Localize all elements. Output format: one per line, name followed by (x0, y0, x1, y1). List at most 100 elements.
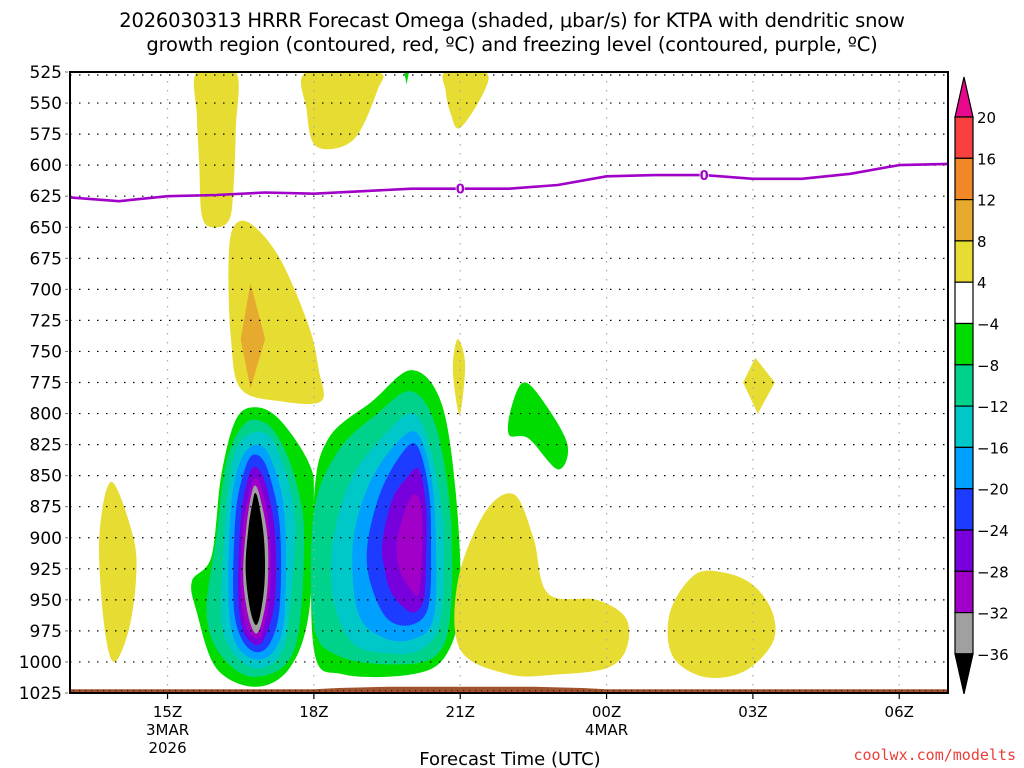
terrain-dot (427, 690, 429, 692)
credit-link[interactable]: coolwx.com/modelts (853, 746, 1016, 764)
x-tick-date: 4MAR (585, 721, 628, 739)
terrain-dot (763, 690, 765, 692)
terrain-dot (823, 690, 825, 692)
terrain-dot (709, 690, 711, 692)
terrain-dot (517, 690, 519, 692)
terrain-dot (79, 690, 81, 692)
terrain-dot (85, 690, 87, 692)
terrain-dot (787, 690, 789, 692)
terrain-dot (199, 690, 201, 692)
omega-up-2 (404, 72, 409, 85)
terrain-dot (229, 690, 231, 692)
terrain-dot (757, 690, 759, 692)
y-tick-label: 750 (30, 342, 62, 362)
terrain-dot (811, 690, 813, 692)
terrain-dot (871, 690, 873, 692)
y-tick-label: 900 (30, 529, 62, 549)
terrain-dot (445, 690, 447, 692)
colorbar-bin (954, 240, 974, 283)
y-tick-label: 600 (30, 156, 62, 176)
colorbar-tick-label: −20 (977, 481, 1009, 499)
terrain-dot (409, 690, 411, 692)
terrain-dot (247, 690, 249, 692)
terrain-dot (325, 690, 327, 692)
terrain-dot (775, 690, 777, 692)
colorbar-extend-top (954, 76, 974, 118)
terrain-dot (799, 690, 801, 692)
colorbar-tick-label: 20 (977, 109, 996, 127)
terrain-dot (421, 690, 423, 692)
terrain-dot (913, 690, 915, 692)
terrain-dot (703, 690, 705, 692)
terrain-dot (835, 690, 837, 692)
freezing-level-line (70, 162, 948, 203)
omega-down-8 (743, 357, 775, 414)
terrain-dot (181, 690, 183, 692)
plot-frame (69, 71, 949, 694)
y-tick-label: 975 (30, 622, 62, 642)
colorbar-legend: 20 16 12 8 4 −4 −8 −12 −16 −20 −24 −28 −32 −36 (954, 76, 1009, 695)
omega-down-7 (454, 493, 630, 677)
x-tick-label: 06Z (885, 703, 914, 721)
terrain-dot (319, 690, 321, 692)
x-tick-date: 3MAR (146, 721, 189, 739)
terrain-dot (889, 690, 891, 692)
terrain-dot (661, 690, 663, 692)
colorbar-bin (954, 281, 974, 325)
omega-up-1 (507, 382, 569, 470)
terrain-dot (679, 690, 681, 692)
terrain-dot (649, 690, 651, 692)
terrain-dot (475, 690, 477, 692)
colorbar-tick-label: −28 (977, 563, 1009, 581)
terrain-dot (805, 690, 807, 692)
chart-title-line-2: growth region (contoured, red, ºC) and f… (146, 33, 878, 56)
terrain-dot (523, 690, 525, 692)
colorbar-tick-label: −32 (977, 605, 1009, 623)
colorbar-bin (954, 322, 974, 366)
x-tick-label: 15Z (153, 703, 182, 721)
terrain-dot (289, 690, 291, 692)
terrain-dot (451, 690, 453, 692)
updraft-core-2-band-6 (396, 494, 423, 596)
terrain-dot (271, 690, 273, 692)
terrain-dot (151, 690, 153, 692)
terrain-dot (781, 690, 783, 692)
terrain-dot (673, 690, 675, 692)
y-tick-label: 700 (30, 280, 62, 300)
omega-down-1 (193, 72, 239, 228)
terrain-dot (895, 690, 897, 692)
terrain-dot (937, 690, 939, 692)
x-tick-label: 00Z (592, 703, 621, 721)
omega-down-4-core (240, 283, 266, 389)
terrain-dot (727, 690, 729, 692)
terrain-dot (205, 690, 207, 692)
terrain-dot (385, 690, 387, 692)
terrain-fill (70, 686, 948, 693)
terrain-dot (463, 690, 465, 692)
y-tick-label: 550 (30, 94, 62, 114)
terrain-dot (331, 690, 333, 692)
x-tick-year: 2026 (148, 739, 186, 757)
terrain-dot (379, 690, 381, 692)
colorbar-tick-label: −4 (977, 316, 999, 334)
terrain-dot (277, 690, 279, 692)
colorbar-bin (954, 157, 974, 201)
y-tick-label: 950 (30, 591, 62, 611)
colorbar-bin (954, 199, 974, 242)
terrain-dot (175, 690, 177, 692)
y-tick-label: 650 (30, 218, 62, 238)
y-tick-label: 800 (30, 405, 62, 425)
terrain-dot (721, 690, 723, 692)
y-tick-label: 575 (30, 125, 62, 145)
terrain-dot (415, 690, 417, 692)
terrain-dot (637, 690, 639, 692)
terrain-dot (751, 690, 753, 692)
terrain-dot (241, 690, 243, 692)
omega-down-5 (99, 481, 137, 662)
x-tick-label: 18Z (299, 703, 328, 721)
terrain-dot (577, 690, 579, 692)
terrain-dot (397, 690, 399, 692)
terrain-dot (829, 690, 831, 692)
terrain-dot (439, 690, 441, 692)
